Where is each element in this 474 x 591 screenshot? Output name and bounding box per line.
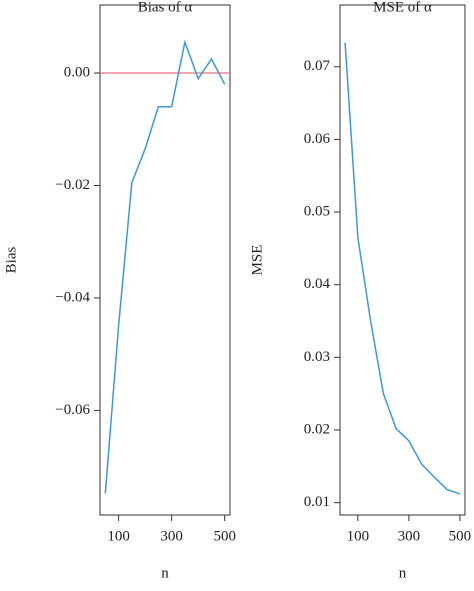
x-tick-label: 100 xyxy=(107,528,130,544)
plot-frame xyxy=(339,4,466,516)
y-tick-label: 0.05 xyxy=(304,203,330,219)
y-axis-label: MSE xyxy=(249,245,265,276)
y-tick-label: 0.02 xyxy=(304,421,330,437)
x-axis-label: n xyxy=(399,565,407,581)
x-tick-label: 500 xyxy=(213,528,236,544)
y-tick-label: −0.02 xyxy=(55,177,90,193)
x-tick-label: 500 xyxy=(449,528,472,544)
y-tick-label: −0.04 xyxy=(55,289,90,305)
chart-title: MSE of α xyxy=(373,0,432,15)
y-tick-label: 0.01 xyxy=(304,494,330,510)
x-tick-label: 300 xyxy=(398,528,421,544)
x-axis-label: n xyxy=(161,565,169,581)
y-tick-label: 0.04 xyxy=(304,276,331,292)
y-tick-label: 0.06 xyxy=(304,131,331,147)
y-tick-label: 0.00 xyxy=(64,64,90,80)
chart-title: Bias of α xyxy=(138,0,193,15)
data-line xyxy=(104,39,226,494)
data-line xyxy=(344,42,461,495)
y-tick-label: 0.03 xyxy=(304,349,330,365)
y-tick-label: −0.06 xyxy=(55,402,90,418)
x-tick-label: 300 xyxy=(160,528,183,544)
y-axis-label: Bias xyxy=(3,247,19,274)
plot-frame xyxy=(99,4,231,516)
y-tick-label: 0.07 xyxy=(304,58,331,74)
x-tick-label: 100 xyxy=(347,528,370,544)
